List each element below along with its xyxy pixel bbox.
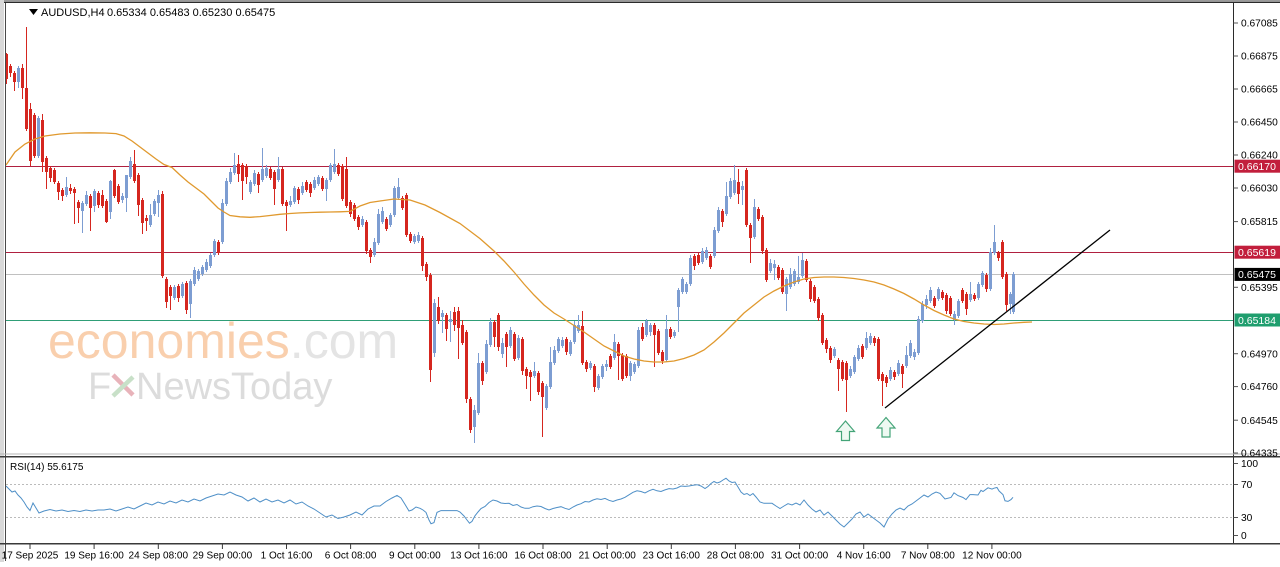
svg-text:0.66450: 0.66450 — [1241, 118, 1278, 129]
svg-text:0.66170: 0.66170 — [1238, 161, 1276, 173]
svg-text:0.66665: 0.66665 — [1241, 85, 1278, 96]
svg-text:0.66030: 0.66030 — [1241, 184, 1278, 195]
svg-text:19 Sep 16:00: 19 Sep 16:00 — [64, 551, 124, 562]
svg-text:0.65815: 0.65815 — [1241, 217, 1278, 228]
svg-text:0: 0 — [1241, 531, 1247, 542]
svg-text:6 Oct 08:00: 6 Oct 08:00 — [325, 551, 377, 562]
svg-text:0.67085: 0.67085 — [1241, 19, 1278, 30]
svg-text:RSI(14) 55.6175: RSI(14) 55.6175 — [10, 462, 84, 473]
svg-text:F: F — [88, 366, 111, 408]
svg-text:30: 30 — [1241, 513, 1253, 524]
svg-text:100: 100 — [1241, 459, 1258, 470]
svg-text:29 Sep 00:00: 29 Sep 00:00 — [193, 551, 253, 562]
svg-text:17 Sep 2025: 17 Sep 2025 — [2, 551, 59, 562]
svg-text:AUDUSD,H4: AUDUSD,H4 — [41, 7, 105, 19]
svg-text:16 Oct 08:00: 16 Oct 08:00 — [514, 551, 572, 562]
svg-text:0.65334 0.65483 0.65230 0.6547: 0.65334 0.65483 0.65230 0.65475 — [107, 7, 275, 19]
svg-text:NewsToday: NewsToday — [136, 366, 332, 408]
svg-text:31 Oct 00:00: 31 Oct 00:00 — [771, 551, 829, 562]
svg-text:0.64760: 0.64760 — [1241, 382, 1278, 393]
svg-text:0.65395: 0.65395 — [1241, 283, 1278, 294]
svg-text:9 Oct 00:00: 9 Oct 00:00 — [389, 551, 441, 562]
svg-text:70: 70 — [1241, 480, 1253, 491]
svg-text:0.66875: 0.66875 — [1241, 52, 1278, 63]
svg-text:0.65619: 0.65619 — [1238, 247, 1276, 259]
svg-text:0.64335: 0.64335 — [1241, 449, 1278, 460]
svg-text:0.64545: 0.64545 — [1241, 416, 1278, 427]
svg-text:economies.com: economies.com — [48, 313, 398, 369]
svg-text:0.64970: 0.64970 — [1241, 349, 1278, 360]
svg-text:24 Sep 08:00: 24 Sep 08:00 — [129, 551, 189, 562]
svg-text:12 Nov 00:00: 12 Nov 00:00 — [962, 551, 1022, 562]
svg-text:28 Oct 08:00: 28 Oct 08:00 — [707, 551, 765, 562]
svg-text:0.65475: 0.65475 — [1238, 269, 1276, 281]
svg-text:0.66240: 0.66240 — [1241, 151, 1278, 162]
svg-text:1 Oct 16:00: 1 Oct 16:00 — [261, 551, 313, 562]
svg-text:0.65184: 0.65184 — [1238, 315, 1276, 327]
svg-text:13 Oct 16:00: 13 Oct 16:00 — [450, 551, 508, 562]
svg-text:23 Oct 16:00: 23 Oct 16:00 — [643, 551, 701, 562]
svg-text:7 Nov 08:00: 7 Nov 08:00 — [901, 551, 955, 562]
svg-text:4 Nov 16:00: 4 Nov 16:00 — [837, 551, 891, 562]
svg-text:21 Oct 00:00: 21 Oct 00:00 — [579, 551, 637, 562]
